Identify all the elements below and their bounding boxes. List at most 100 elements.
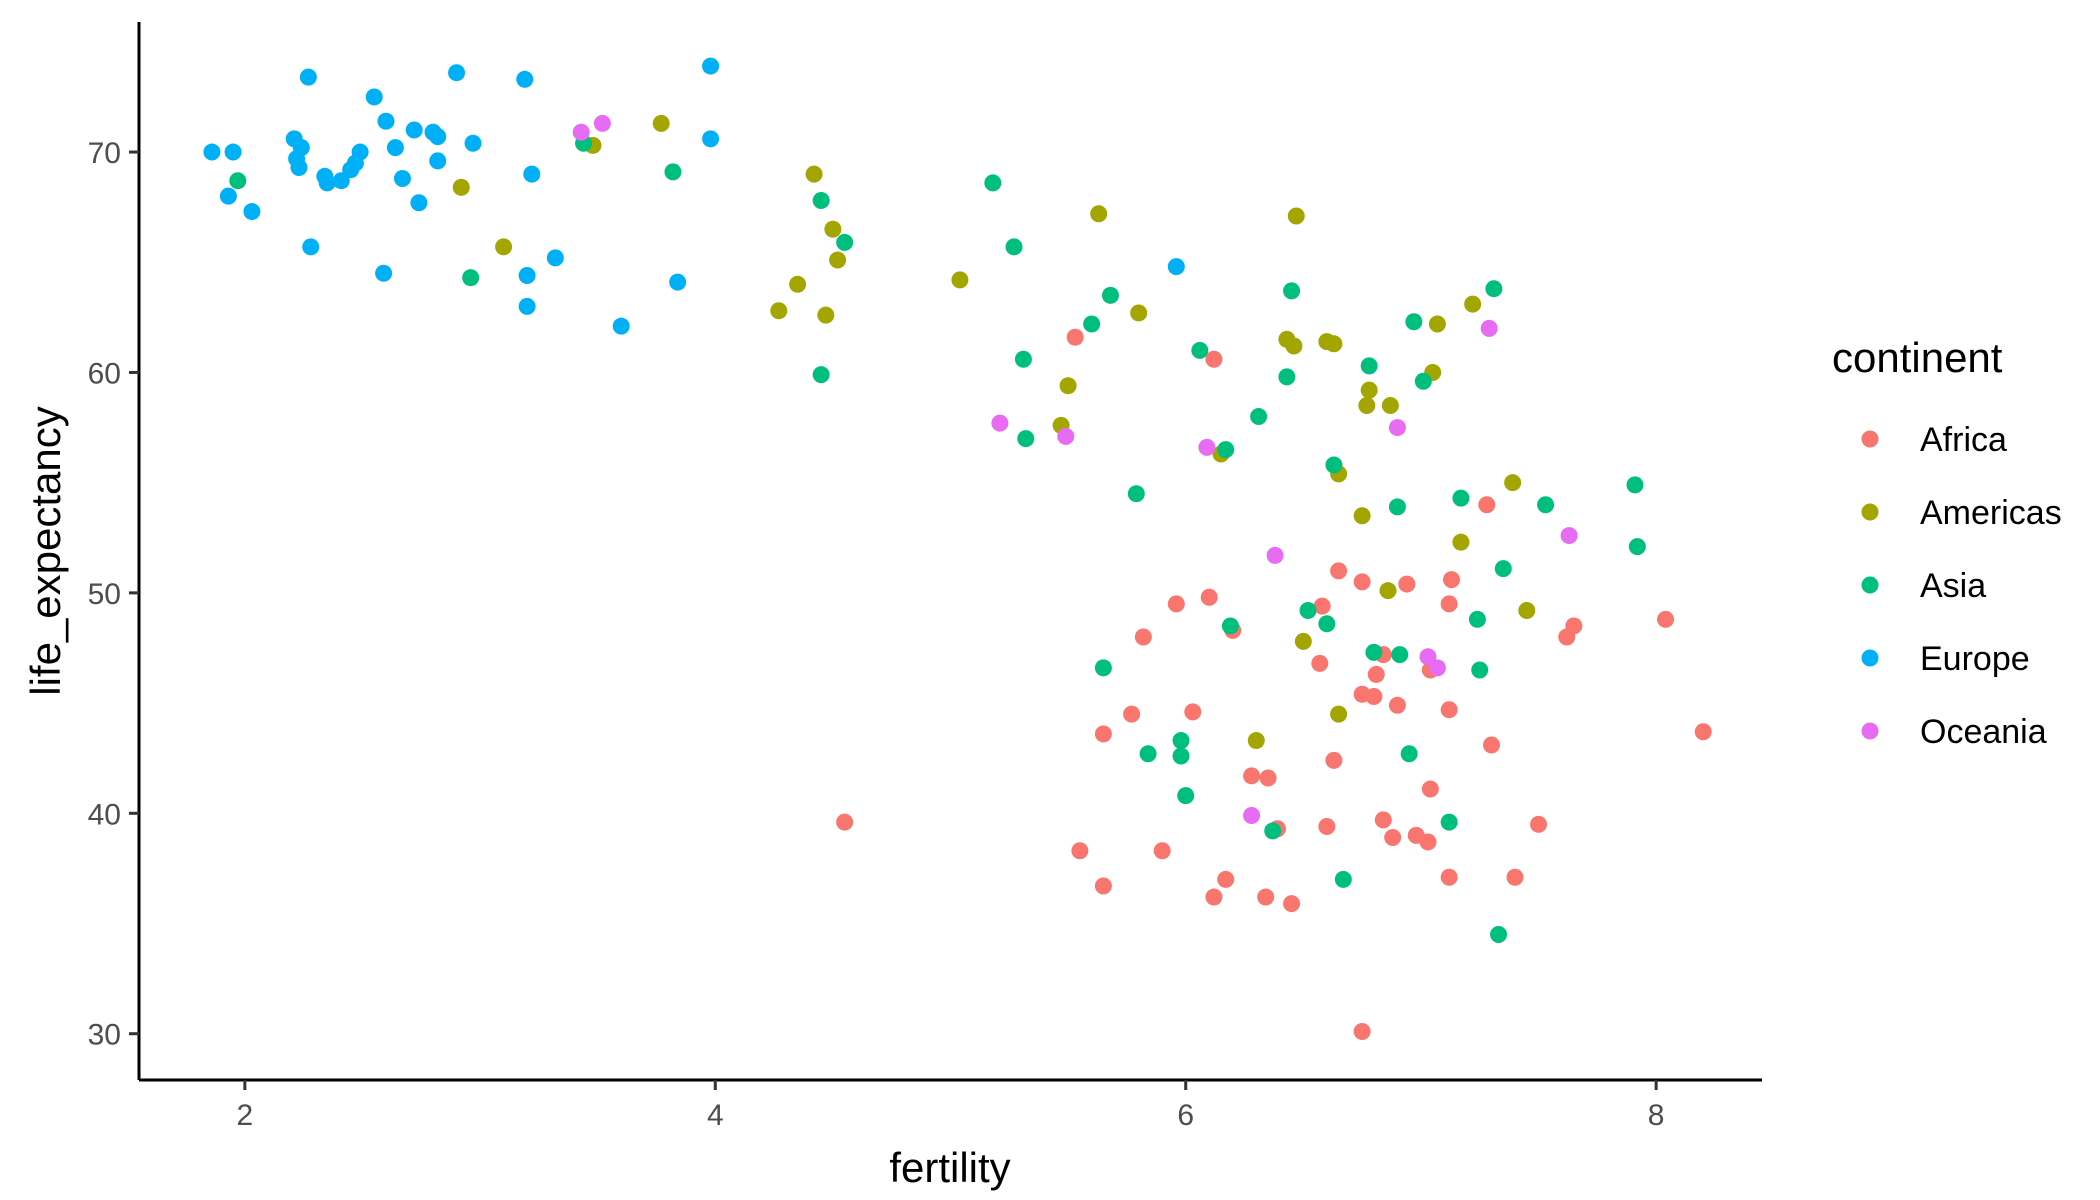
y-ticks: 30 40 50 60 70 (88, 137, 139, 1052)
data-point (1353, 507, 1371, 525)
data-point (664, 163, 682, 181)
legend-title: continent (1832, 334, 2003, 381)
data-point (789, 275, 807, 293)
data-point (365, 88, 383, 106)
data-point (1452, 533, 1470, 551)
data-point (1405, 313, 1423, 331)
data-point (1094, 725, 1112, 743)
data-point (1565, 617, 1583, 635)
data-point (332, 172, 350, 190)
data-point (984, 174, 1002, 192)
data-point (351, 143, 369, 161)
data-point (1278, 368, 1296, 386)
data-point (1101, 286, 1119, 304)
data-point (1490, 926, 1508, 944)
data-point (1283, 895, 1301, 913)
data-point (1318, 615, 1336, 633)
data-point (1374, 811, 1392, 829)
data-point (1243, 767, 1261, 785)
data-point (1400, 745, 1418, 763)
legend-key (1861, 430, 1879, 448)
data-point (299, 68, 317, 86)
data-point (1381, 397, 1399, 415)
legend-key (1861, 722, 1879, 740)
y-tick-label: 70 (88, 137, 121, 170)
legend: Africa Americas Asia Europe Oceania (1861, 421, 2062, 751)
data-point (1657, 610, 1675, 628)
data-point (1083, 315, 1101, 333)
data-point (516, 70, 534, 88)
data-point (1360, 357, 1378, 375)
data-point (1428, 659, 1446, 677)
data-point (1177, 787, 1195, 805)
data-point (702, 57, 720, 75)
data-point (1330, 705, 1348, 723)
data-point (1090, 205, 1108, 223)
data-point (1440, 595, 1458, 613)
data-point (405, 121, 423, 139)
data-point (377, 112, 395, 130)
data-point (1483, 736, 1500, 754)
data-point (1264, 822, 1282, 840)
data-point (1205, 350, 1223, 368)
data-point (572, 123, 590, 141)
data-point (518, 266, 536, 284)
data-point (290, 158, 308, 176)
data-point (1464, 295, 1482, 313)
data-point (1530, 815, 1548, 833)
data-point (951, 271, 969, 289)
data-point (593, 114, 611, 132)
x-tick-label: 2 (237, 1099, 254, 1132)
series-asia (229, 134, 1646, 944)
series-americas (452, 114, 1536, 750)
data-point (1283, 282, 1301, 300)
data-point (452, 178, 470, 196)
data-point (410, 194, 428, 212)
legend-label: Africa (1920, 421, 2007, 459)
data-point (824, 220, 842, 238)
data-point (495, 238, 513, 256)
data-point (1066, 328, 1084, 346)
data-point (1443, 571, 1461, 589)
data-point (1325, 335, 1343, 353)
data-point (1353, 573, 1371, 591)
data-point (1325, 456, 1343, 474)
data-point (302, 238, 320, 256)
y-tick-label: 40 (88, 798, 121, 831)
data-point (1419, 833, 1437, 851)
data-point (1217, 870, 1235, 888)
data-point (1172, 732, 1190, 750)
data-point (1139, 745, 1157, 763)
data-point (1504, 474, 1522, 492)
legend-item-africa: Africa (1861, 421, 2007, 459)
data-point (1414, 372, 1432, 390)
x-ticks: 2 4 6 8 (237, 1080, 1664, 1132)
data-point (1398, 575, 1416, 593)
data-point (1057, 427, 1075, 445)
data-point (1311, 654, 1329, 672)
data-point (1153, 842, 1171, 860)
data-point (702, 130, 720, 148)
data-point (1299, 602, 1317, 620)
x-axis-title: fertility (889, 1144, 1010, 1191)
data-point (1205, 888, 1223, 906)
data-point (1440, 868, 1458, 886)
legend-label: Americas (1920, 494, 2062, 532)
legend-item-asia: Asia (1861, 567, 1986, 605)
data-point (1247, 732, 1265, 750)
legend-item-oceania: Oceania (1861, 713, 2047, 751)
data-point (991, 414, 1009, 432)
data-point (1421, 780, 1439, 798)
legend-key (1861, 503, 1879, 521)
data-point (1005, 238, 1023, 256)
data-point (1330, 562, 1348, 580)
data-point (1198, 438, 1216, 456)
data-point (1518, 602, 1536, 620)
series-oceania (572, 114, 1578, 824)
data-point (1468, 610, 1486, 628)
data-point (292, 139, 310, 157)
legend-label: Oceania (1920, 713, 2047, 751)
legend-label: Europe (1920, 640, 2030, 678)
data-point (836, 233, 854, 251)
